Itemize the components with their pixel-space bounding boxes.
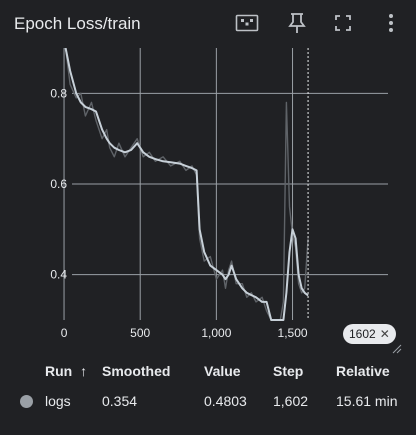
row-value: 0.4803 xyxy=(204,393,247,409)
header-run[interactable]: Run ↑ xyxy=(45,363,87,379)
row-run: logs xyxy=(45,393,71,409)
chart-grid xyxy=(63,48,388,320)
card-title: Epoch Loss/train xyxy=(14,14,141,33)
pin-button[interactable] xyxy=(284,10,310,36)
fullscreen-button[interactable] xyxy=(330,10,356,36)
header-relative[interactable]: Relative xyxy=(336,363,390,379)
more-options-button[interactable] xyxy=(378,10,404,36)
fit-domain-icon xyxy=(235,14,259,32)
step-cursor-label: 1602 xyxy=(349,327,376,341)
x-tick-label: 1,000 xyxy=(201,326,231,340)
header-value[interactable]: Value xyxy=(204,363,241,379)
card-header: Epoch Loss/train xyxy=(0,0,416,48)
y-tick-label: 0.6 xyxy=(50,177,67,191)
chart-area[interactable]: 0 500 1,000 1,500 0.4 0.6 0.8 xyxy=(0,47,416,358)
row-relative: 15.61 min xyxy=(336,393,398,409)
chart-series xyxy=(64,47,309,321)
header-step[interactable]: Step xyxy=(273,363,304,379)
header-run-label: Run xyxy=(45,363,73,379)
fit-domain-button[interactable] xyxy=(234,10,260,36)
sort-arrow-icon: ↑ xyxy=(80,363,88,379)
step-cursor-chip[interactable]: 1602 ✕ xyxy=(343,324,396,344)
loss-chart[interactable]: 0 500 1,000 1,500 0.4 0.6 0.8 xyxy=(0,47,416,358)
series-line-smoothed xyxy=(64,47,309,321)
chart-ticks: 0 500 1,000 1,500 0.4 0.6 0.8 xyxy=(50,86,308,340)
y-tick-label: 0.4 xyxy=(50,268,67,282)
x-tick-label: 500 xyxy=(130,326,150,340)
header-smoothed[interactable]: Smoothed xyxy=(102,363,171,379)
row-smoothed: 0.354 xyxy=(102,393,138,409)
y-tick-label: 0.8 xyxy=(50,86,67,100)
run-color-dot xyxy=(20,395,33,408)
series-line-raw xyxy=(64,47,309,321)
pin-icon xyxy=(288,13,306,33)
close-icon[interactable]: ✕ xyxy=(379,327,390,341)
fullscreen-icon xyxy=(335,15,351,31)
row-step: 1,602 xyxy=(273,393,309,409)
x-tick-label: 0 xyxy=(61,326,68,340)
resize-handle-icon[interactable] xyxy=(392,344,402,354)
x-tick-label: 1,500 xyxy=(278,326,308,340)
more-vert-icon xyxy=(389,14,393,32)
